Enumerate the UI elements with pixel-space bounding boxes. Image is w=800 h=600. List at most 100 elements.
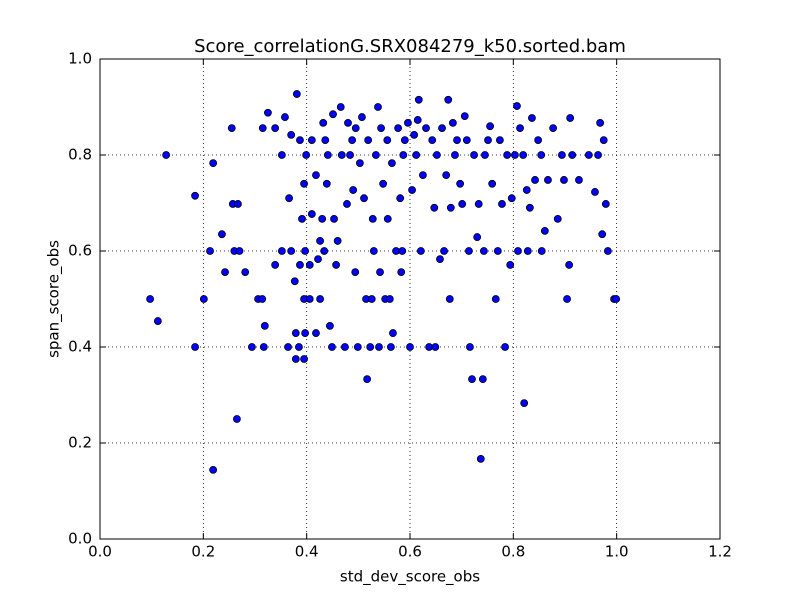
- x-tick-label: 0.0: [88, 543, 112, 561]
- point: [374, 103, 382, 111]
- point: [451, 151, 459, 159]
- point: [227, 124, 236, 133]
- point: [525, 203, 534, 212]
- point: [326, 321, 334, 330]
- point: [432, 151, 441, 159]
- point: [291, 355, 300, 363]
- point: [558, 151, 566, 159]
- point: [397, 268, 406, 277]
- x-tick-label: 1.0: [605, 543, 629, 561]
- point: [594, 151, 602, 159]
- point: [358, 113, 366, 121]
- x-tick-label: 1.2: [708, 543, 732, 561]
- point: [322, 179, 331, 188]
- point: [296, 261, 304, 269]
- point: [388, 159, 396, 168]
- point: [368, 214, 377, 223]
- point: [369, 247, 378, 255]
- point: [209, 465, 218, 474]
- point: [568, 151, 577, 159]
- point: [295, 343, 303, 351]
- point: [428, 136, 437, 145]
- point: [408, 186, 416, 194]
- point: [353, 343, 362, 351]
- point: [301, 329, 310, 337]
- point: [448, 118, 457, 127]
- point: [305, 295, 314, 303]
- point: [431, 343, 440, 351]
- point: [343, 200, 351, 208]
- point: [479, 247, 488, 255]
- point: [333, 237, 342, 245]
- y-tick-label: 0.4: [68, 338, 92, 356]
- point: [563, 295, 571, 303]
- point: [296, 136, 304, 145]
- point: [146, 295, 155, 303]
- y-tick-label: 1.0: [68, 50, 92, 68]
- point: [277, 151, 286, 159]
- point: [307, 210, 316, 218]
- point: [285, 194, 294, 203]
- point: [523, 247, 532, 255]
- point: [466, 343, 474, 351]
- point: [314, 255, 322, 264]
- point: [484, 136, 492, 145]
- x-tick-label: 0.6: [398, 543, 422, 561]
- point: [320, 247, 329, 255]
- point: [478, 375, 487, 384]
- point: [319, 118, 328, 127]
- point: [260, 321, 269, 330]
- point: [221, 268, 229, 277]
- point: [584, 151, 593, 159]
- point: [519, 151, 528, 159]
- point: [162, 151, 171, 159]
- point: [601, 200, 610, 208]
- point: [445, 295, 454, 303]
- point: [422, 124, 430, 133]
- point: [218, 230, 226, 239]
- point: [473, 233, 482, 241]
- point: [456, 179, 465, 188]
- point: [516, 124, 524, 133]
- point: [458, 200, 467, 208]
- point: [404, 118, 412, 127]
- point: [209, 159, 218, 168]
- point: [531, 176, 539, 184]
- point: [400, 136, 409, 145]
- point: [476, 454, 485, 463]
- point: [330, 214, 338, 223]
- point: [349, 186, 358, 194]
- point: [493, 247, 502, 255]
- point: [291, 329, 300, 337]
- point: [612, 295, 621, 303]
- point: [438, 124, 446, 133]
- x-tick-label: 0.2: [191, 543, 215, 561]
- plot-frame: [99, 58, 721, 540]
- point: [360, 194, 368, 203]
- point: [367, 295, 376, 303]
- point: [598, 230, 607, 239]
- point: [540, 226, 549, 235]
- point: [560, 176, 568, 184]
- point: [348, 136, 357, 145]
- point: [470, 151, 478, 159]
- point: [300, 355, 308, 363]
- point: [301, 247, 310, 255]
- point: [396, 194, 405, 203]
- point: [316, 237, 325, 245]
- point: [199, 295, 208, 303]
- point: [383, 214, 392, 223]
- point: [264, 108, 272, 117]
- point: [462, 136, 471, 145]
- point: [537, 247, 546, 255]
- point: [258, 124, 267, 133]
- point: [312, 329, 320, 337]
- point: [444, 95, 453, 104]
- point: [277, 247, 286, 255]
- point: [446, 203, 455, 212]
- point: [287, 247, 296, 255]
- point: [399, 151, 408, 159]
- point: [414, 95, 423, 104]
